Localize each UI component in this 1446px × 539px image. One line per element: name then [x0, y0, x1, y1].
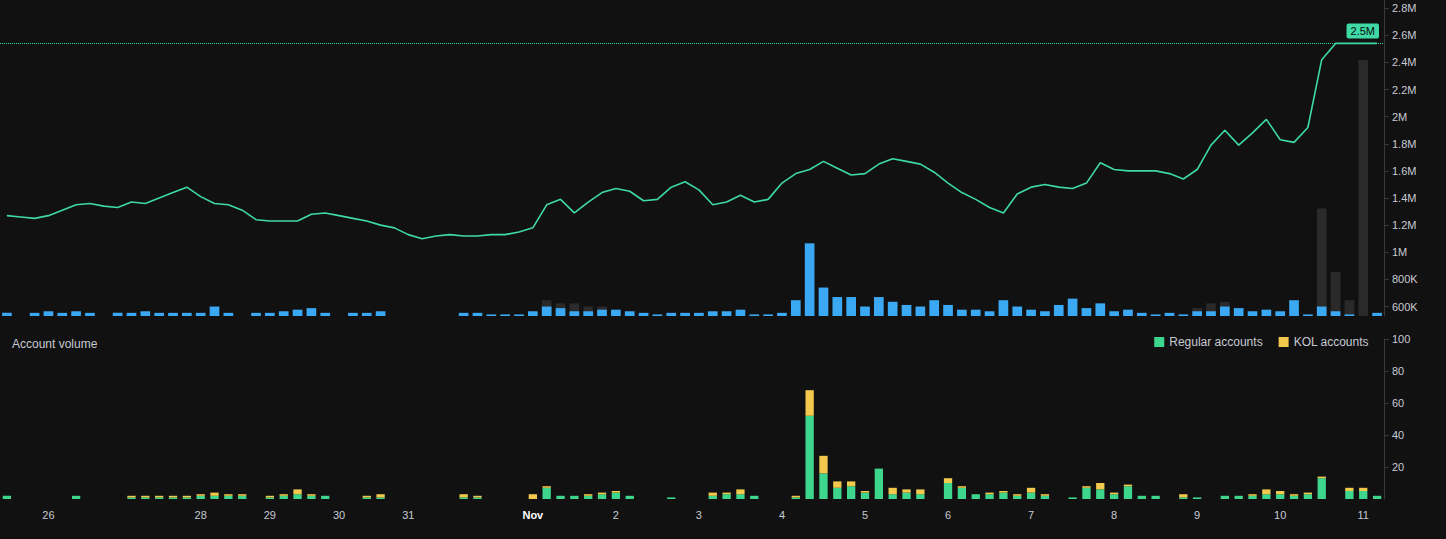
- svg-text:60: 60: [1392, 397, 1404, 409]
- svg-text:2.6M: 2.6M: [1392, 29, 1416, 41]
- svg-text:11: 11: [1358, 509, 1369, 521]
- svg-text:100: 100: [1392, 333, 1410, 345]
- svg-text:8: 8: [1111, 509, 1117, 521]
- svg-text:29: 29: [264, 509, 276, 521]
- svg-text:Nov: Nov: [522, 509, 544, 521]
- svg-text:1.4M: 1.4M: [1392, 192, 1416, 204]
- svg-text:20: 20: [1392, 461, 1404, 473]
- svg-text:9: 9: [1194, 509, 1200, 521]
- svg-text:30: 30: [333, 509, 345, 521]
- svg-text:1.8M: 1.8M: [1392, 138, 1416, 150]
- svg-text:10: 10: [1274, 509, 1286, 521]
- svg-text:28: 28: [195, 509, 207, 521]
- svg-text:7: 7: [1028, 509, 1034, 521]
- svg-text:5: 5: [862, 509, 868, 521]
- svg-text:40: 40: [1392, 429, 1404, 441]
- svg-text:2: 2: [613, 509, 619, 521]
- svg-text:2.5M: 2.5M: [1351, 25, 1375, 37]
- svg-text:1.2M: 1.2M: [1392, 219, 1416, 231]
- svg-text:6: 6: [945, 509, 951, 521]
- svg-text:2.4M: 2.4M: [1392, 56, 1416, 68]
- svg-text:26: 26: [42, 509, 54, 521]
- svg-text:800K: 800K: [1392, 273, 1418, 285]
- svg-text:4: 4: [779, 509, 785, 521]
- svg-text:KOL accounts: KOL accounts: [1294, 335, 1369, 349]
- svg-text:1.6M: 1.6M: [1392, 165, 1416, 177]
- svg-text:Regular accounts: Regular accounts: [1169, 335, 1262, 349]
- svg-text:3: 3: [696, 509, 702, 521]
- svg-text:80: 80: [1392, 365, 1404, 377]
- svg-text:31: 31: [402, 509, 414, 521]
- svg-text:2M: 2M: [1392, 111, 1407, 123]
- svg-text:2.2M: 2.2M: [1392, 84, 1416, 96]
- svg-text:600K: 600K: [1392, 301, 1418, 313]
- svg-text:Account volume: Account volume: [12, 337, 98, 351]
- svg-text:2.8M: 2.8M: [1392, 2, 1416, 14]
- svg-text:1M: 1M: [1392, 246, 1407, 258]
